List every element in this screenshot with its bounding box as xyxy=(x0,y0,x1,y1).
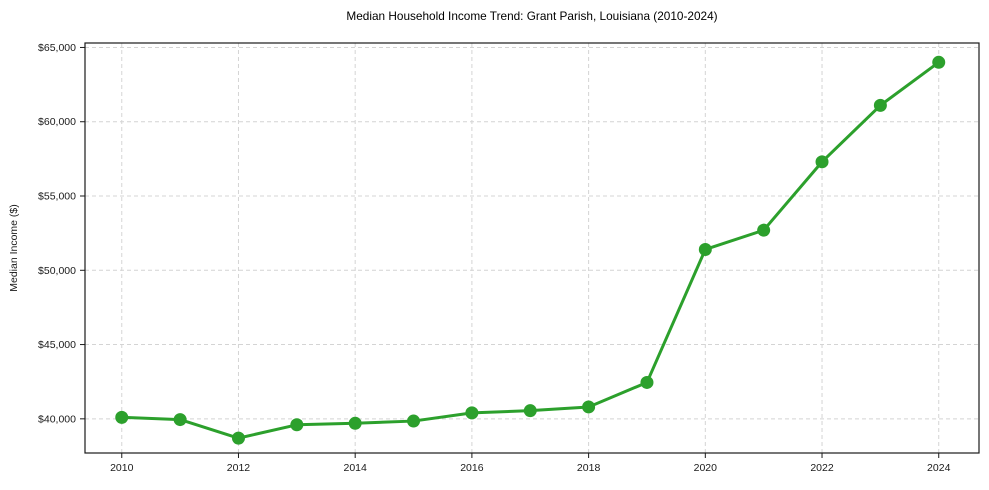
data-point xyxy=(348,416,362,430)
x-tick-label: 2014 xyxy=(344,462,368,474)
y-tick-label: $60,000 xyxy=(38,116,76,128)
ticks xyxy=(80,46,940,458)
data-point xyxy=(932,55,946,69)
x-tick-label: 2010 xyxy=(110,462,134,474)
data-point xyxy=(698,242,712,256)
x-tick-label: 2024 xyxy=(927,462,951,474)
x-tick-label: 2020 xyxy=(694,462,718,474)
data-point xyxy=(173,413,187,427)
y-tick-label: $45,000 xyxy=(38,339,76,351)
y-tick-label: $55,000 xyxy=(38,191,76,203)
x-tick-label: 2012 xyxy=(227,462,251,474)
data-point xyxy=(873,98,887,112)
data-point xyxy=(115,410,129,424)
data-point xyxy=(582,400,596,414)
data-point xyxy=(231,431,245,445)
data-point xyxy=(640,375,654,389)
data-point xyxy=(815,155,829,169)
data-point xyxy=(407,414,421,428)
tick-labels: $40,000 $45,000 $50,000 $55,000 $60,000 $65,0… xyxy=(38,42,951,474)
x-tick-label: 2016 xyxy=(460,462,484,474)
trend-line xyxy=(120,60,941,440)
data-point xyxy=(523,404,537,418)
y-tick-label: $50,000 xyxy=(38,265,76,277)
y-tick-label: $65,000 xyxy=(38,42,76,54)
gridlines xyxy=(85,43,979,453)
chart-title: Median Household Income Trend: Grant Par… xyxy=(346,9,718,23)
y-tick-label: $40,000 xyxy=(38,413,76,425)
data-point xyxy=(757,223,771,237)
data-point xyxy=(465,406,479,420)
data-point xyxy=(290,418,304,432)
x-tick-label: 2018 xyxy=(577,462,601,474)
x-tick-label: 2022 xyxy=(810,462,834,474)
plot-border xyxy=(84,42,980,454)
